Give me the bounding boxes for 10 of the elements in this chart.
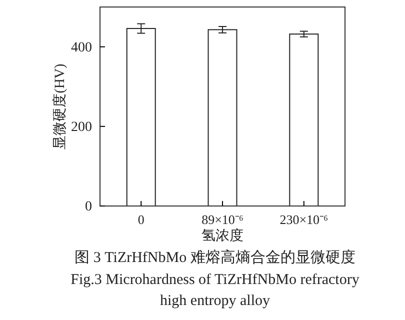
text: 图 3 TiZrHfNbMo 难熔高熵合金的显微硬度: [74, 249, 356, 266]
x-tick-label: 0: [138, 212, 144, 228]
y-tick-label: 0: [85, 199, 92, 214]
y-tick-label: 200: [71, 120, 92, 135]
x-tick-label: 89×10⁻⁶: [202, 212, 244, 228]
y-tick-label: 400: [71, 40, 92, 56]
text: Fig.3 Microhardness of TiZrHfNbMo refractory high entropy alloy: [70, 272, 360, 309]
x-tick-label: 230×10⁻⁶: [280, 212, 328, 228]
x-axis-title: 氢浓度: [202, 228, 244, 244]
y-axis-title: 显微硬度(HV): [52, 63, 68, 150]
